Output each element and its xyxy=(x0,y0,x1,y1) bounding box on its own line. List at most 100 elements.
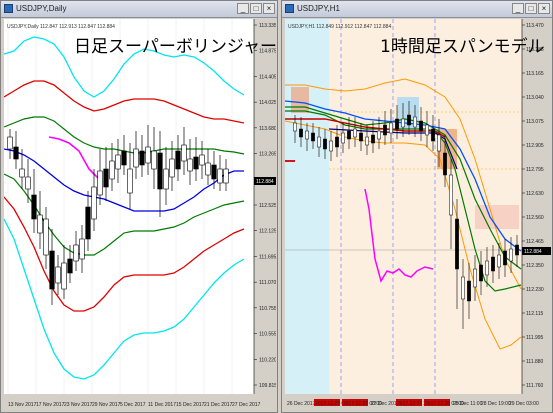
candle-body xyxy=(437,134,441,152)
h1-window-titlebar[interactable]: USDJPY,H1 _ □ × xyxy=(282,1,552,18)
date-tick-label: 27 Dec 2017 xyxy=(371,401,400,407)
candle-body xyxy=(311,132,315,142)
candle-body xyxy=(473,268,477,288)
candle-body xyxy=(515,244,519,256)
candle-body xyxy=(461,276,465,300)
candle-body xyxy=(389,122,393,134)
candle-body xyxy=(49,250,55,290)
h1-ohlc-label: USDJPY,H1 112.849 112.912 112.847 112.88… xyxy=(288,24,391,30)
date-tick-label: 21 Dec 2017 xyxy=(204,402,233,408)
candle-body xyxy=(223,168,229,184)
highlighted-date-box xyxy=(424,399,450,406)
upper-band-line xyxy=(285,78,522,290)
h1-span-model-chart[interactable]: USDJPY,H1 112.849 112.912 112.847 112.88… xyxy=(285,19,551,412)
h1-window-title: USDJPY,H1 xyxy=(297,4,340,13)
candle-body xyxy=(19,168,25,178)
candle-body xyxy=(443,152,447,176)
date-tick-label: 2017.12.27 00:00 xyxy=(343,401,382,407)
price-tick-label: 112.230 xyxy=(526,287,544,293)
candle-body xyxy=(55,266,61,284)
red-span-block xyxy=(291,87,309,113)
price-tick-label: 112.905 xyxy=(526,143,544,149)
daily-window-title: USDJPY,Daily xyxy=(16,4,67,13)
price-tick-label: 112.525 xyxy=(259,203,276,209)
candle-body xyxy=(455,218,459,270)
candle-body xyxy=(169,158,175,178)
price-tick-label: 112.795 xyxy=(526,167,544,173)
candle-body xyxy=(91,186,97,220)
candle-body xyxy=(293,122,297,132)
candle-body xyxy=(151,150,157,170)
price-tick-label: 113.165 xyxy=(526,71,544,77)
price-tick-label: 111.995 xyxy=(526,335,544,341)
candle-body xyxy=(73,244,79,262)
candle-body xyxy=(13,146,19,160)
candle-body xyxy=(205,162,211,176)
price-tick-label: 112.115 xyxy=(526,311,544,317)
candle-body xyxy=(139,150,145,166)
candle-body xyxy=(37,214,43,234)
candle-body xyxy=(425,124,429,136)
lower-sigma2-line xyxy=(4,196,245,312)
candle-body xyxy=(79,238,85,260)
chart-window-icon xyxy=(285,4,294,13)
highlighted-date-box xyxy=(396,399,422,406)
h1-chart-window[interactable]: USDJPY,H1 _ □ × USDJPY,H1 112.849 112.91… xyxy=(281,0,553,413)
candle-body xyxy=(145,146,151,164)
daily-price-ticks: 113.335 114.875 114.405 114.025 113.680 113.2… xyxy=(254,23,276,389)
daily-window-titlebar[interactable]: USDJPY,Daily _ □ × xyxy=(1,1,277,18)
daily-ohlc-label: USDJPY,Daily 112.847 112.913 112.847 112… xyxy=(7,24,115,30)
candle-body xyxy=(109,160,115,180)
candle-body xyxy=(479,264,483,282)
date-tick-label: 26 Dec 2017 xyxy=(287,401,316,407)
date-tick-label: 28 Dec 19:00 xyxy=(481,401,511,407)
daily-date-ticks: 13 Nov 2017 17 Nov 2017 23 Nov 2017 29 Nov … xyxy=(8,402,261,408)
price-tick-label: 113.335 xyxy=(259,23,276,29)
candle-body xyxy=(187,158,193,172)
candle-body xyxy=(431,128,435,142)
daily-super-bollinger-chart[interactable]: USDJPY,Daily 112.847 112.913 112.847 112… xyxy=(4,19,276,412)
minimize-button[interactable]: _ xyxy=(237,3,249,14)
daily-bands xyxy=(4,36,245,380)
price-tick-label: 113.470 xyxy=(526,23,544,29)
price-tick-label: 111.760 xyxy=(526,383,544,389)
price-tick-label: 114.875 xyxy=(259,49,276,55)
highlighted-date-box xyxy=(314,399,340,406)
date-tick-label: 2017.12.28 07:00 xyxy=(425,401,464,407)
price-tick-label: 113.075 xyxy=(526,119,544,125)
maximize-button[interactable]: □ xyxy=(525,3,537,14)
candle-body xyxy=(67,258,73,274)
date-tick-label: 29 Dec 03:00 xyxy=(509,401,539,407)
price-tick-label: 109.815 xyxy=(259,383,276,389)
candle-body xyxy=(305,130,309,140)
close-button[interactable]: × xyxy=(538,3,550,14)
price-tick-label: 111.070 xyxy=(259,280,276,286)
lagging-line xyxy=(48,136,100,180)
close-button[interactable]: × xyxy=(263,3,275,14)
lower-band-line xyxy=(285,120,522,350)
candle-body xyxy=(497,254,501,268)
candle-body xyxy=(199,154,205,166)
lagging-line xyxy=(364,188,434,283)
price-tick-label: 113.680 xyxy=(259,126,276,132)
daily-current-price-box xyxy=(254,177,276,185)
daily-chart-window[interactable]: USDJPY,Daily _ □ × USDJPY,Daily 112.847 … xyxy=(0,0,278,413)
span-b-line xyxy=(328,128,458,170)
maximize-button[interactable]: □ xyxy=(250,3,262,14)
candle-body xyxy=(485,260,489,276)
candle-body xyxy=(449,174,453,216)
candle-body xyxy=(341,132,345,144)
middle-line xyxy=(4,148,244,212)
candle-body xyxy=(503,250,507,266)
candle-body xyxy=(43,218,49,256)
price-tick-label: 112.630 xyxy=(526,191,544,197)
candle-body xyxy=(157,152,163,190)
candle-body xyxy=(317,136,321,148)
candle-body xyxy=(7,136,13,150)
date-tick-label: 29 Nov 2017 xyxy=(92,402,121,408)
minimize-button[interactable]: _ xyxy=(512,3,524,14)
candle-body xyxy=(31,194,37,220)
price-tick-label: 112.125 xyxy=(259,229,276,235)
date-tick-label: 13 Nov 2017 xyxy=(8,402,37,408)
